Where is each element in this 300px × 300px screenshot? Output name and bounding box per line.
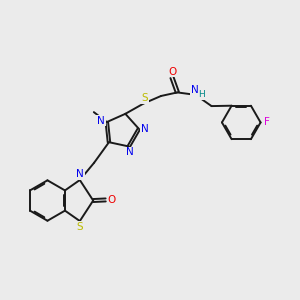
Text: N: N xyxy=(141,124,149,134)
Text: H: H xyxy=(198,90,205,99)
Text: F: F xyxy=(264,117,269,128)
Text: O: O xyxy=(107,195,116,205)
Text: N: N xyxy=(126,147,134,158)
Text: N: N xyxy=(76,169,84,179)
Text: O: O xyxy=(168,67,176,76)
Text: N: N xyxy=(191,85,199,95)
Text: S: S xyxy=(141,93,148,103)
Text: N: N xyxy=(97,116,105,126)
Text: S: S xyxy=(76,222,83,232)
